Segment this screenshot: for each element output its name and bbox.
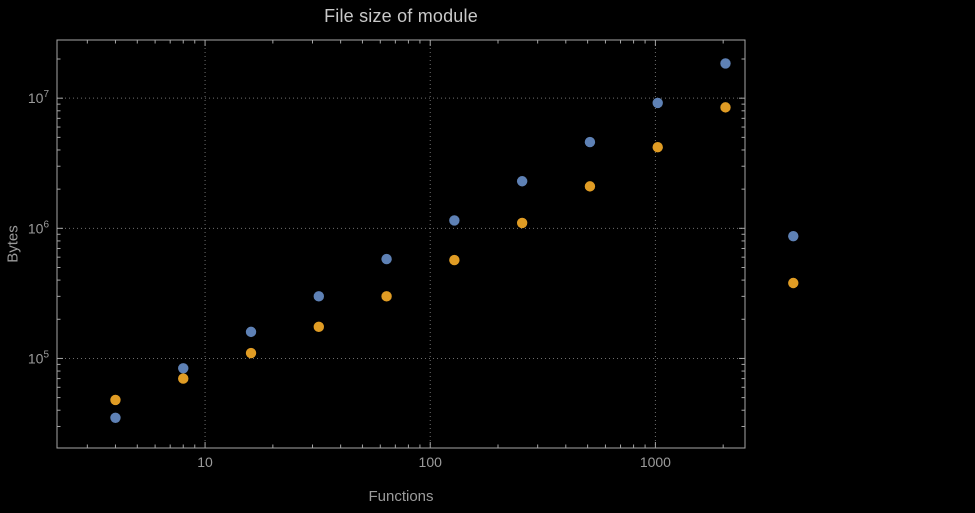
data-point-blue xyxy=(584,136,596,148)
data-point-orange xyxy=(449,254,460,266)
data-point-orange xyxy=(652,142,663,153)
x-tick-label: 1000 xyxy=(640,454,671,470)
x-tick-label: 100 xyxy=(419,454,443,470)
data-point-blue xyxy=(516,176,528,187)
data-point-blue xyxy=(245,326,257,338)
data-point-blue xyxy=(381,253,392,265)
data-point-orange xyxy=(313,321,325,333)
y-tick-label: 105 xyxy=(28,349,50,366)
chart-title: File size of module xyxy=(324,6,478,26)
data-point-blue xyxy=(110,412,121,423)
x-axis-label: Functions xyxy=(368,488,434,505)
data-point-blue xyxy=(178,363,189,374)
data-point-orange xyxy=(788,277,799,289)
data-point-orange xyxy=(110,394,121,406)
data-point-blue xyxy=(720,58,731,69)
y-tick-label: 106 xyxy=(28,219,50,236)
data-point-orange xyxy=(516,217,528,229)
plot-frame xyxy=(56,39,746,449)
data-point-orange xyxy=(245,347,257,359)
data-point-orange xyxy=(178,373,189,384)
data-point-orange xyxy=(381,291,392,302)
data-point-blue xyxy=(449,215,460,226)
data-point-orange xyxy=(720,102,731,113)
data-point-blue xyxy=(652,97,663,109)
x-tick-label: 10 xyxy=(197,454,213,470)
data-point-blue xyxy=(313,291,325,302)
y-tick-label: 107 xyxy=(28,89,50,106)
data-point-orange xyxy=(584,181,596,192)
data-point-blue xyxy=(788,230,799,242)
